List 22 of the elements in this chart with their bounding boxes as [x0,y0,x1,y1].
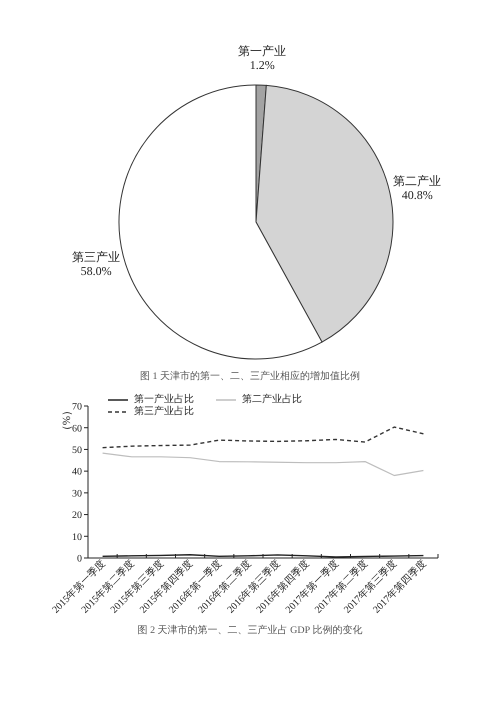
data-label: 40.8% [402,188,433,202]
legend-label: 第三产业占比 [134,406,194,418]
caption: 图 2 天津市的第一、二、三产业占 GDP 比例的变化 [136,624,364,638]
y-axis-title: （%） [61,405,73,436]
y-tick-label: 50 [72,444,82,456]
legend-label: 第二产业占比 [242,394,302,406]
y-tick-label: 40 [72,466,82,478]
y-tick-label: 10 [72,532,82,543]
line-series [102,426,424,448]
slice-label: 第一产业 [238,44,286,58]
line-series [102,452,424,476]
data-label: 58.0% [80,264,112,278]
y-tick-label: 30 [72,488,82,500]
y-tick-label: 70 [72,402,82,413]
caption: 图 1 天津市的第一、二、三产业相应的增加值比例 [139,370,361,384]
slice-label: 第二产业 [393,174,442,188]
data-label: 1.2% [250,58,275,72]
y-tick-label: 20 [72,510,82,522]
legend-label: 第一产业占比 [134,394,194,406]
y-tick-label: 0 [77,554,82,565]
y-tick-label: 60 [72,423,82,434]
slice-label: 第三产业 [72,250,120,264]
